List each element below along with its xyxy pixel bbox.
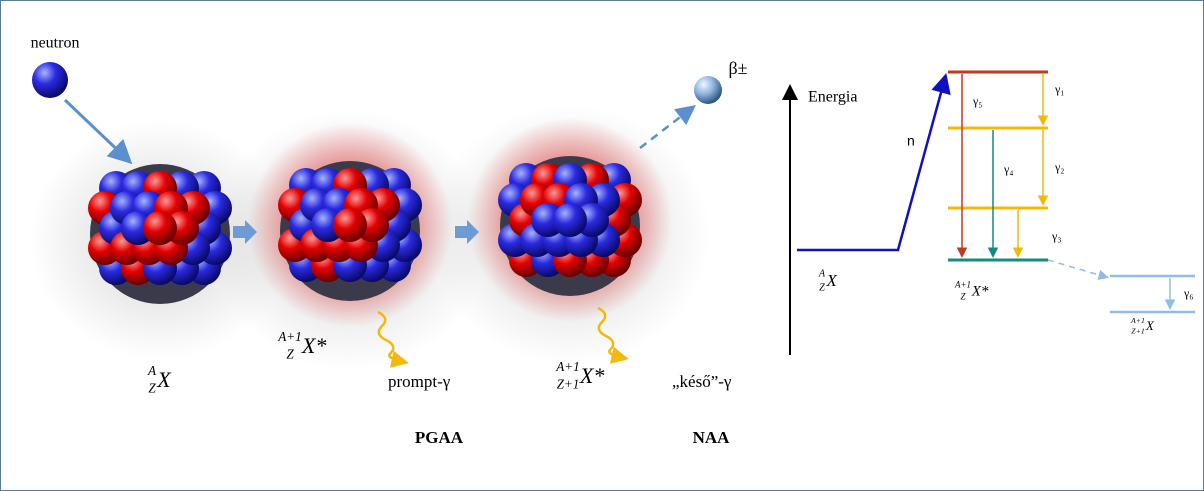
neutron-sphere <box>553 203 587 237</box>
method-label: NAA <box>693 428 731 447</box>
mass-number: A+1 <box>1130 316 1145 325</box>
capture-label: n <box>907 133 915 149</box>
element-symbol: X <box>156 367 172 392</box>
atomic-number: Z <box>819 282 825 293</box>
atomic-number: Z <box>286 347 294 362</box>
element-symbol: X* <box>579 363 604 388</box>
mass-number: A <box>147 363 157 378</box>
method-label: PGAA <box>415 428 464 447</box>
neutron-ball <box>32 62 68 98</box>
neutron-label: neutron <box>31 35 80 52</box>
proton <box>333 208 367 242</box>
mass-number: A+1 <box>555 359 580 374</box>
energy-label: Energia <box>808 89 857 106</box>
prompt-gamma: prompt-γ <box>388 372 451 391</box>
atomic-number: Z+1 <box>1131 326 1145 335</box>
transition-label: γ₅ <box>972 94 983 108</box>
mass-number: A+1 <box>954 279 971 289</box>
transition-label: γ₃ <box>1051 229 1062 243</box>
transition-label: γ₁ <box>1054 82 1065 96</box>
transition-label: γ₂ <box>1054 160 1065 174</box>
mass-number: A <box>818 269 826 280</box>
transition-label: γ₆ <box>1183 286 1194 300</box>
mass-number: A+1 <box>277 329 302 344</box>
beta-decay <box>1048 260 1106 277</box>
element-symbol: X* <box>301 333 326 358</box>
transition-label: γ₄ <box>1003 162 1014 176</box>
proton <box>143 211 177 245</box>
atomic-number: Z+1 <box>557 377 580 392</box>
atomic-number: Z <box>148 381 156 396</box>
delayed-gamma: „késő”-γ <box>672 372 732 391</box>
atomic-number: Z <box>960 291 966 301</box>
element-symbol: X <box>826 271 838 290</box>
nuclei <box>88 156 642 304</box>
element-symbol: X <box>1145 318 1155 333</box>
element-symbol: X* <box>971 283 989 299</box>
diagram: neutron β± Energia n prompt-γ „késő”-γ P… <box>0 0 1204 491</box>
beta-ball <box>694 76 722 104</box>
beta-label: β± <box>728 58 747 78</box>
